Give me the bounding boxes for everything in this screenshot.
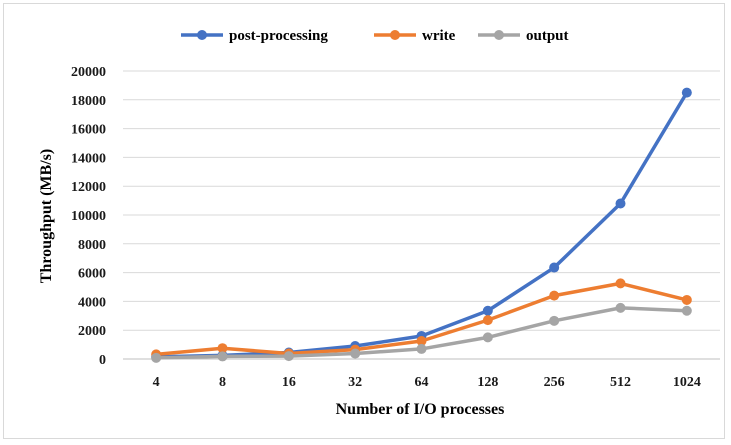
y-tick-label: 6000	[78, 267, 106, 282]
y-tick-label: 16000	[71, 123, 106, 138]
y-axis-title: Throughput (MB/s)	[38, 149, 55, 283]
y-tick-label: 10000	[71, 209, 106, 224]
data-point-write	[681, 294, 692, 305]
data-point-write	[416, 336, 427, 346]
data-point-output	[217, 351, 228, 362]
data-point-output	[151, 352, 162, 363]
x-tick-label: 128	[477, 375, 498, 390]
y-tick-label: 12000	[71, 180, 106, 195]
x-tick-label: 256	[544, 375, 565, 390]
x-tick-label: 8	[219, 375, 226, 390]
legend: post-processing write output	[181, 28, 569, 44]
y-axis-ticks: 0 2000 4000 6000 8000 10000 12000 14000 16000 180…	[71, 65, 106, 368]
data-point-write	[482, 315, 493, 326]
x-tick-label: 64	[415, 375, 429, 390]
data-point-output	[549, 315, 560, 326]
x-tick-label: 1024	[673, 375, 701, 390]
legend-label-output: output	[526, 28, 569, 44]
data-point-output	[681, 305, 692, 316]
data-point-output	[350, 348, 361, 359]
data-point-output	[283, 351, 294, 362]
y-tick-label: 14000	[71, 151, 106, 166]
data-point-post-processing	[681, 87, 692, 98]
series-line-post-processing	[156, 91, 689, 359]
legend-marker-write	[390, 30, 400, 40]
legend-marker-output	[494, 30, 504, 40]
data-point-write	[549, 290, 560, 301]
legend-label-write: write	[422, 28, 456, 44]
y-tick-label: 4000	[78, 295, 106, 310]
legend-marker-post-processing	[197, 30, 207, 40]
y-tick-label: 18000	[71, 94, 106, 109]
data-point-post-processing	[482, 305, 493, 316]
data-point-write	[615, 278, 626, 289]
data-point-output	[615, 302, 626, 313]
series-layer	[151, 87, 692, 363]
x-tick-label: 4	[153, 375, 160, 390]
y-tick-label: 8000	[78, 238, 106, 253]
x-tick-label: 512	[610, 375, 631, 390]
x-axis-ticks: 4 8 16 32 64 128 256 512 1024	[153, 375, 701, 390]
y-tick-label: 0	[99, 353, 106, 368]
data-point-post-processing	[549, 262, 560, 273]
data-point-output	[482, 332, 493, 343]
data-point-output	[416, 343, 427, 354]
x-axis-title: Number of I/O processes	[336, 401, 505, 418]
data-point-write	[217, 343, 228, 354]
legend-label-post-processing: post-processing	[229, 28, 328, 44]
x-tick-label: 16	[282, 375, 296, 390]
data-point-post-processing	[615, 198, 626, 209]
y-tick-label: 20000	[71, 65, 106, 80]
x-tick-label: 32	[348, 375, 362, 390]
gridlines	[123, 70, 720, 360]
y-tick-label: 2000	[78, 324, 106, 339]
